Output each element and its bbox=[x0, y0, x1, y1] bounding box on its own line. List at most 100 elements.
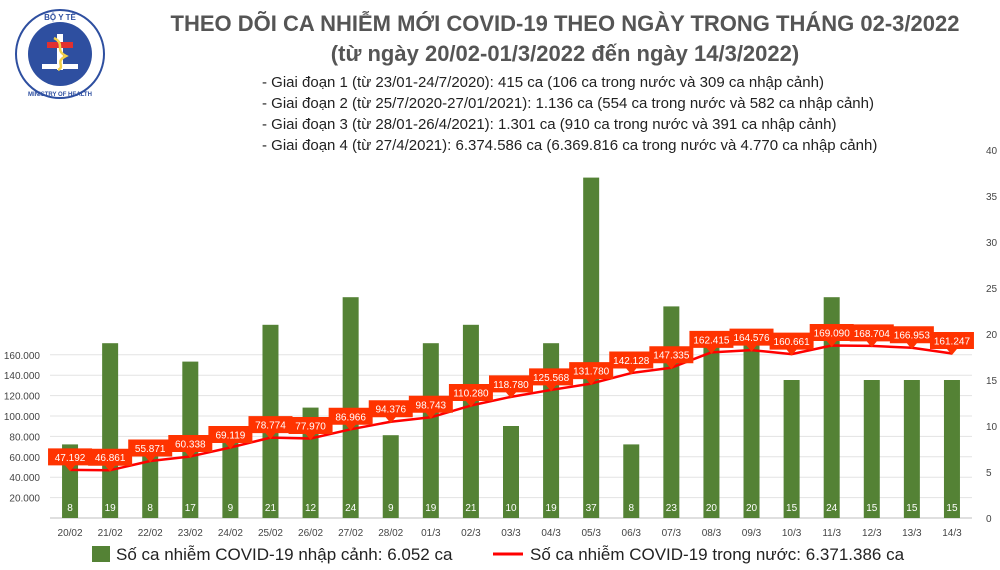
line-callout-box bbox=[489, 375, 533, 399]
phase-summary-item: - Giai đoạn 3 (từ 28/01-26/4/2021): 1.30… bbox=[262, 116, 837, 133]
line-value-label: 98.743 bbox=[416, 400, 447, 411]
bar bbox=[943, 380, 960, 518]
y-right-tick-label: 5 bbox=[986, 468, 992, 479]
bar bbox=[703, 334, 720, 518]
line-callout-box bbox=[569, 362, 614, 386]
bar-value-label: 8 bbox=[67, 503, 73, 514]
bar-value-label: 19 bbox=[105, 503, 117, 514]
bar-value-label: 19 bbox=[546, 503, 558, 514]
bar bbox=[222, 435, 239, 518]
chart-subtitle: (từ ngày 20/02-01/3/2022 đến ngày 14/3/2… bbox=[330, 41, 800, 66]
chart-title: THEO DÕI CA NHIỄM MỚI COVID-19 THEO NGÀY… bbox=[170, 11, 960, 36]
x-tick-label: 12/3 bbox=[862, 528, 882, 539]
x-tick-label: 03/3 bbox=[501, 528, 521, 539]
bar-value-label: 17 bbox=[185, 503, 197, 514]
line-callout-box bbox=[929, 332, 974, 356]
y-right-tick-label: 20 bbox=[986, 330, 998, 341]
bar-value-label: 9 bbox=[228, 503, 234, 514]
bar-value-label: 37 bbox=[586, 503, 598, 514]
line-value-label: 169.090 bbox=[814, 329, 851, 340]
line-value-label: 162.415 bbox=[693, 335, 730, 346]
line-value-label: 69.119 bbox=[215, 430, 245, 441]
bar bbox=[342, 297, 359, 518]
y-left-tick-label: 40.000 bbox=[9, 473, 40, 484]
line-callout-box bbox=[328, 407, 373, 431]
y-right-tick-label: 0 bbox=[986, 514, 992, 525]
line-callout-box bbox=[408, 395, 453, 419]
line-value-label: 78.774 bbox=[255, 421, 286, 432]
legend-bar-swatch bbox=[92, 546, 110, 562]
line-callout-box bbox=[168, 434, 213, 458]
bar-value-label: 15 bbox=[866, 503, 878, 514]
x-tick-label: 08/3 bbox=[702, 528, 722, 539]
bar bbox=[823, 297, 840, 518]
line-callout-box bbox=[729, 328, 774, 352]
y-left-tick-label: 100.000 bbox=[4, 412, 41, 423]
x-tick-label: 02/3 bbox=[461, 528, 481, 539]
line-value-label: 118.780 bbox=[493, 380, 529, 391]
bar-value-label: 15 bbox=[906, 503, 918, 514]
y-right-tick-label: 30 bbox=[986, 238, 998, 249]
bar bbox=[903, 380, 920, 518]
x-tick-label: 14/3 bbox=[942, 528, 962, 539]
line-value-label: 55.871 bbox=[135, 444, 166, 455]
bar bbox=[743, 334, 760, 518]
x-tick-label: 11/3 bbox=[822, 528, 841, 539]
x-tick-label: 24/02 bbox=[218, 528, 243, 539]
line-callout-box bbox=[448, 384, 493, 408]
bar-value-label: 21 bbox=[265, 503, 277, 514]
line-value-label: 168.704 bbox=[854, 329, 891, 340]
line-callout-box bbox=[128, 439, 173, 463]
y-left-tick-label: 140.000 bbox=[4, 371, 41, 382]
line-value-label: 160.661 bbox=[774, 337, 811, 348]
bar bbox=[543, 343, 560, 518]
bar-value-label: 20 bbox=[746, 503, 758, 514]
line-value-label: 60.338 bbox=[175, 439, 206, 450]
y-right-tick-label: 15 bbox=[986, 376, 998, 387]
line-callout-box bbox=[889, 326, 934, 350]
line-value-label: 142.128 bbox=[613, 356, 650, 367]
line-value-label: 164.576 bbox=[733, 333, 770, 344]
y-right-tick-label: 35 bbox=[986, 192, 998, 203]
x-tick-label: 27/02 bbox=[338, 528, 363, 539]
line-value-label: 125.568 bbox=[533, 373, 570, 384]
bar bbox=[623, 444, 640, 518]
logo-text-bottom: MINISTRY OF HEALTH bbox=[28, 92, 92, 98]
bar-value-label: 15 bbox=[946, 503, 958, 514]
line-callout-box bbox=[208, 425, 253, 449]
y-right-tick-label: 40 bbox=[986, 146, 998, 157]
phase-summary-item: - Giai đoạn 1 (từ 23/01-24/7/2020): 415 … bbox=[262, 74, 824, 91]
line-callout-box bbox=[649, 346, 694, 370]
bar-value-label: 24 bbox=[345, 503, 357, 514]
line-callout-box bbox=[609, 351, 654, 375]
y-right-tick-label: 25 bbox=[986, 284, 998, 295]
line-callout-box bbox=[288, 416, 333, 440]
x-tick-label: 23/02 bbox=[178, 528, 203, 539]
bar-value-label: 23 bbox=[666, 503, 678, 514]
ministry-of-health-logo: BỘ Y TẾ MINISTRY OF HEALTH bbox=[15, 9, 105, 99]
bar bbox=[382, 435, 399, 518]
line-value-label: 94.376 bbox=[375, 405, 406, 416]
x-tick-label: 13/3 bbox=[902, 528, 922, 539]
line-callout-box bbox=[529, 368, 574, 392]
y-left-tick-label: 60.000 bbox=[9, 453, 40, 464]
x-tick-label: 25/02 bbox=[258, 528, 283, 539]
bar bbox=[462, 324, 479, 518]
line-value-label: 147.335 bbox=[653, 351, 690, 362]
line-callout-box bbox=[809, 324, 854, 348]
line-callout-box bbox=[248, 416, 293, 440]
line-value-label: 131.780 bbox=[573, 367, 610, 378]
bar-value-label: 10 bbox=[505, 503, 517, 514]
bar bbox=[422, 343, 439, 518]
bar-value-label: 19 bbox=[425, 503, 437, 514]
phase-summary-item: - Giai đoạn 2 (từ 25/7/2020-27/01/2021):… bbox=[262, 95, 874, 112]
legend-line-label: Số ca nhiễm COVID-19 trong nước: 6.371.3… bbox=[530, 545, 905, 564]
x-tick-label: 07/3 bbox=[662, 528, 682, 539]
bar-value-label: 8 bbox=[147, 503, 153, 514]
line-callout-box bbox=[689, 330, 734, 354]
x-tick-label: 01/3 bbox=[421, 528, 441, 539]
bar-value-label: 9 bbox=[388, 503, 394, 514]
line-value-label: 110.280 bbox=[453, 389, 489, 400]
line-callout-box bbox=[48, 448, 93, 472]
